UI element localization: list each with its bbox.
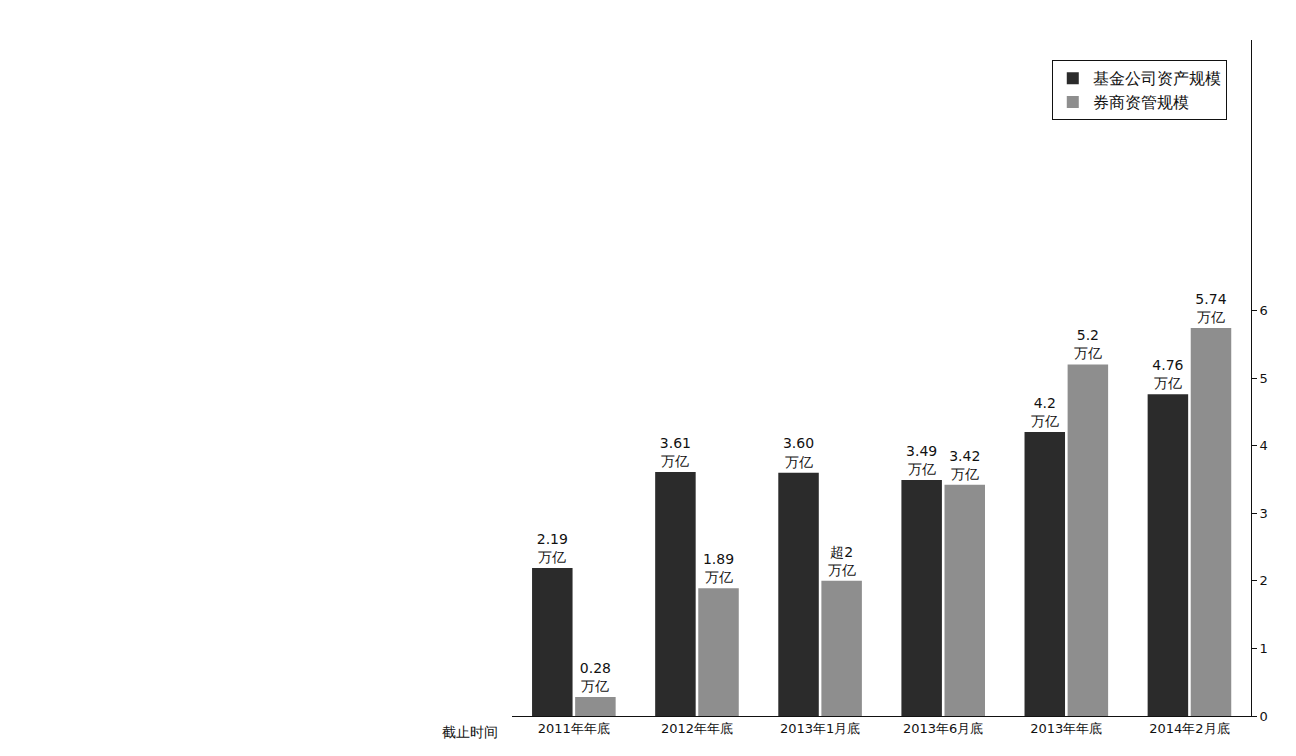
svg-text:基金公司资产规模: 基金公司资产规模 [1093, 69, 1221, 88]
svg-text:1: 1 [1260, 641, 1268, 656]
svg-text:2011年年底: 2011年年底 [538, 721, 610, 736]
svg-text:2.19万亿: 2.19万亿 [537, 531, 568, 565]
svg-text:3.61万亿: 3.61万亿 [660, 435, 691, 469]
svg-text:4: 4 [1260, 438, 1268, 453]
svg-text:5: 5 [1260, 371, 1268, 386]
svg-text:0: 0 [1260, 709, 1268, 724]
svg-text:3.60万亿: 3.60万亿 [783, 435, 814, 469]
svg-text:券商资管规模: 券商资管规模 [1093, 93, 1189, 112]
svg-text:4.76万亿: 4.76万亿 [1152, 357, 1183, 391]
svg-text:截止时间: 截止时间 [442, 724, 498, 740]
svg-text:0.28万亿: 0.28万亿 [580, 660, 611, 694]
svg-text:5.2万亿: 5.2万亿 [1074, 327, 1102, 361]
svg-text:2014年2月底: 2014年2月底 [1149, 721, 1229, 736]
svg-text:3.49万亿: 3.49万亿 [906, 443, 937, 477]
svg-text:超2万亿: 超2万亿 [828, 544, 856, 578]
svg-text:2013年1月底: 2013年1月底 [780, 721, 860, 736]
svg-text:2013年年底: 2013年年底 [1030, 721, 1102, 736]
svg-text:1.89万亿: 1.89万亿 [703, 551, 734, 585]
svg-text:2: 2 [1260, 573, 1268, 588]
svg-text:2013年6月底: 2013年6月底 [903, 721, 983, 736]
svg-text:2012年年底: 2012年年底 [661, 721, 733, 736]
svg-text:4.2万亿: 4.2万亿 [1031, 395, 1059, 429]
svg-text:3.42万亿: 3.42万亿 [949, 448, 980, 482]
svg-text:3: 3 [1260, 506, 1268, 521]
svg-text:5.74万亿: 5.74万亿 [1195, 291, 1226, 325]
svg-text:6: 6 [1260, 303, 1268, 318]
